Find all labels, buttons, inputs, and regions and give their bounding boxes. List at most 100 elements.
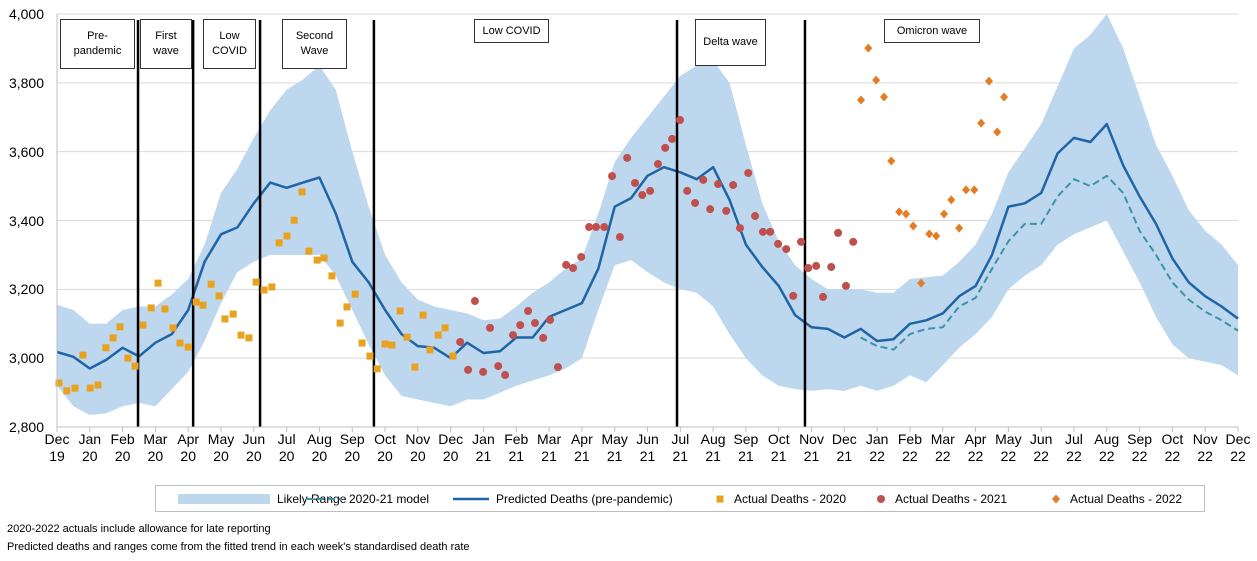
marker: [902, 209, 911, 219]
marker: [880, 92, 889, 102]
marker: [895, 207, 904, 217]
x-tick-label: Dec 20: [438, 431, 464, 464]
legend-item: Predicted Deaths (pre-pandemic): [453, 486, 673, 511]
legend-swatch: [178, 493, 270, 504]
marker: [646, 186, 655, 195]
marker: [147, 304, 155, 312]
x-tick-label: Aug 22: [1094, 431, 1120, 464]
x-tick-label: Mar 21: [537, 431, 562, 464]
legend-item: Actual Deaths - 2022: [1049, 486, 1182, 511]
marker: [434, 331, 442, 339]
marker: [758, 227, 767, 236]
marker: [71, 384, 79, 392]
x-tick-label: May 21: [601, 431, 628, 464]
marker: [139, 321, 147, 329]
x-tick-label: Jan 20: [78, 431, 102, 464]
marker: [109, 334, 117, 342]
legend-swatch: [1052, 494, 1060, 503]
x-tick-label: Aug 21: [700, 431, 726, 464]
marker: [706, 205, 715, 214]
marker: [169, 324, 177, 332]
marker: [887, 156, 896, 166]
annotation: Low COVID: [474, 19, 549, 43]
marker: [252, 278, 260, 286]
marker: [313, 256, 321, 264]
marker: [774, 239, 783, 248]
marker: [245, 334, 253, 342]
legend-swatch: [306, 497, 342, 500]
marker: [716, 495, 724, 502]
marker: [388, 341, 396, 349]
marker: [849, 237, 858, 246]
marker: [638, 191, 647, 200]
legend-swatch: [716, 495, 724, 502]
marker: [877, 494, 885, 503]
marker: [102, 344, 110, 352]
marker: [124, 354, 132, 362]
marker: [819, 292, 828, 301]
marker: [947, 195, 956, 205]
marker: [789, 291, 798, 300]
likely-range: [57, 14, 1238, 415]
legend-label: Actual Deaths - 2021: [895, 491, 1008, 506]
marker: [970, 185, 979, 195]
marker: [479, 367, 488, 376]
marker: [539, 333, 548, 342]
marker: [940, 209, 949, 219]
marker: [351, 290, 359, 298]
marker: [426, 346, 434, 354]
chart: [55, 13, 1239, 432]
marker: [268, 283, 276, 291]
legend-item: Actual Deaths - 2021: [874, 486, 1007, 511]
marker: [131, 362, 139, 370]
marker: [668, 134, 677, 143]
swatch: [178, 493, 270, 504]
marker: [751, 212, 760, 221]
annotation: Pre-pandemic: [60, 19, 135, 69]
x-tick-label: Aug 20: [306, 431, 332, 464]
y-tick-label: 3,800: [8, 74, 44, 91]
marker: [449, 352, 457, 360]
marker: [546, 315, 555, 324]
marker: [55, 379, 63, 387]
marker: [955, 223, 964, 233]
marker: [872, 75, 881, 85]
legend-item: 2020-21 model: [306, 486, 429, 511]
marker: [804, 263, 813, 272]
x-tick-label: May 22: [995, 431, 1022, 464]
marker: [608, 172, 617, 181]
x-tick-label: Apr 20: [177, 431, 200, 464]
marker: [79, 351, 87, 359]
marker: [221, 315, 229, 323]
marker: [358, 339, 366, 347]
y-tick-label: 2,800: [8, 419, 44, 435]
footnote: Predicted deaths and ranges come from th…: [7, 541, 470, 553]
marker: [977, 118, 986, 128]
marker: [275, 239, 283, 247]
marker: [336, 319, 344, 327]
marker: [691, 198, 700, 207]
x-tick-label: Oct 20: [374, 431, 396, 464]
marker: [501, 371, 510, 380]
marker: [486, 323, 495, 332]
x-tick-label: Jun 20: [242, 431, 266, 464]
marker: [260, 286, 268, 294]
annotation: Low COVID: [203, 19, 256, 69]
marker: [419, 311, 427, 319]
x-tick-label: Nov 21: [799, 431, 824, 464]
marker: [623, 153, 632, 162]
marker: [683, 186, 692, 195]
marker: [94, 381, 102, 389]
x-tick-label: May 20: [207, 431, 235, 464]
marker: [86, 384, 94, 392]
x-tick-label: Jun 21: [636, 431, 659, 464]
marker: [403, 333, 411, 341]
marker: [909, 221, 918, 231]
marker: [215, 292, 223, 300]
x-tick-label: Nov 20: [405, 431, 431, 464]
marker: [864, 43, 873, 53]
marker: [827, 262, 836, 271]
x-tick-label: Feb 21: [504, 431, 529, 464]
x-tick-label: Mar 22: [930, 431, 955, 464]
